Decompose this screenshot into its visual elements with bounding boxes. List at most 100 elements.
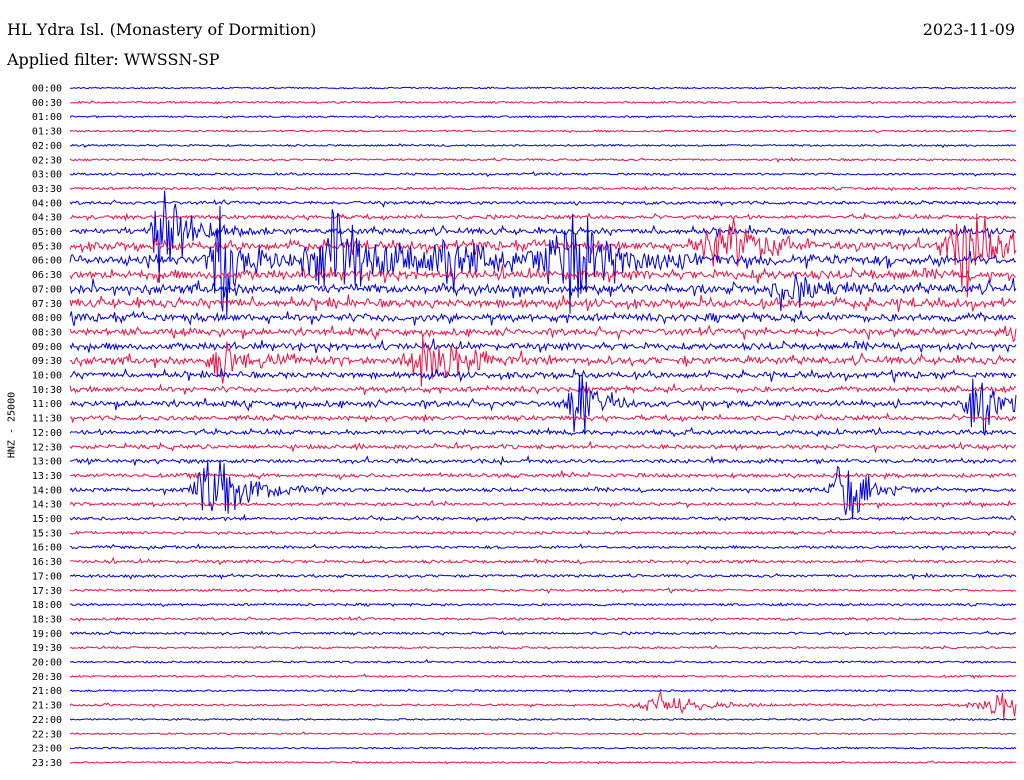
trace-line: [69, 572, 1017, 581]
trace-line: [69, 199, 1017, 208]
trace-line: [69, 529, 1017, 537]
row-tick-label: 23:00: [32, 744, 62, 755]
row-tick-label: 12:00: [32, 428, 62, 439]
row-tick-label: 21:30: [32, 701, 62, 712]
row-tick-label: 17:30: [32, 586, 62, 597]
row-tick-label: 00:00: [32, 84, 62, 95]
row-tick-label: 08:00: [32, 313, 62, 324]
trace-line: [69, 171, 1017, 177]
row-tick-label: 22:00: [32, 715, 62, 726]
row-tick-label: 22:30: [32, 729, 62, 740]
row-tick-label: 01:00: [32, 112, 62, 123]
row-tick-label: 02:00: [32, 141, 62, 152]
trace-line: [69, 114, 1017, 119]
trace-line: [69, 294, 1017, 313]
trace-line: [69, 630, 1017, 636]
station-title: HL Ydra Isl. (Monastery of Dormition): [7, 20, 317, 39]
trace-line: [69, 338, 1017, 354]
row-tick-label: 10:00: [32, 371, 62, 382]
row-tick-label: 20:00: [32, 658, 62, 669]
trace-line: [69, 469, 1017, 481]
row-tick-label: 16:00: [32, 543, 62, 554]
trace-line: [69, 746, 1017, 750]
row-tick-label: 18:00: [32, 600, 62, 611]
filter-label: Applied filter: WWSSN-SP: [7, 50, 220, 69]
row-tick-label: 18:30: [32, 614, 62, 625]
row-tick-label: 06:30: [32, 270, 62, 281]
row-tick-label: 10:30: [32, 385, 62, 396]
trace-line: [69, 658, 1017, 664]
trace-line: [69, 264, 1017, 284]
trace-line: [69, 556, 1017, 566]
row-tick-label: 04:00: [32, 198, 62, 209]
trace-line: [69, 324, 1017, 343]
trace-line: [69, 426, 1017, 438]
row-tick-label: 07:30: [32, 299, 62, 310]
trace-line: [69, 185, 1017, 192]
trace-line: [69, 615, 1017, 622]
trace-line: [70, 143, 1017, 149]
row-tick-label: 05:00: [32, 227, 62, 238]
row-tick-label: 23:30: [32, 758, 62, 769]
row-tick-label: 02:30: [32, 155, 62, 166]
row-tick-label: 13:00: [32, 457, 62, 468]
row-tick-label: 20:30: [32, 672, 62, 683]
row-tick-label: 21:00: [32, 686, 62, 697]
trace-line: [69, 717, 1017, 721]
trace-line: [69, 382, 1017, 397]
trace-line: [69, 602, 1017, 608]
row-tick-label: 13:30: [32, 471, 62, 482]
row-tick-label: 08:30: [32, 327, 62, 338]
trace-line: [69, 513, 1017, 523]
trace-line: [69, 213, 1017, 298]
trace-line: [69, 690, 1017, 720]
row-tick-label: 19:00: [32, 629, 62, 640]
trace-line: [69, 543, 1017, 551]
row-tick-label: 03:00: [32, 170, 62, 181]
trace-line: [70, 412, 1017, 424]
row-tick-label: 11:30: [32, 414, 62, 425]
row-tick-label: 11:00: [32, 399, 62, 410]
row-tick-label: 05:30: [32, 241, 62, 252]
row-tick-label: 16:30: [32, 557, 62, 568]
row-tick-label: 03:30: [32, 184, 62, 195]
date-label: 2023-11-09: [922, 20, 1015, 39]
trace-line: [69, 644, 1017, 650]
trace-line: [69, 368, 1017, 384]
trace-line: [69, 212, 1017, 222]
trace-line: [69, 156, 1017, 164]
trace-line: [69, 310, 1017, 327]
trace-line: [69, 673, 1017, 680]
trace-line: [69, 100, 1017, 105]
row-tick-label: 00:30: [32, 98, 62, 109]
row-tick-label: 17:00: [32, 571, 62, 582]
trace-line: [69, 440, 1017, 454]
trace-line: [69, 86, 1017, 90]
row-tick-label: 07:00: [32, 284, 62, 295]
trace-line: [69, 205, 1017, 318]
row-tick-label: 14:00: [32, 485, 62, 496]
trace-line: [69, 731, 1017, 736]
trace-line: [69, 454, 1017, 466]
trace-line: [69, 129, 1017, 134]
trace-line: [69, 273, 1017, 312]
row-tick-label: 14:30: [32, 500, 62, 511]
trace-line: [69, 499, 1017, 510]
row-tick-label: 01:30: [32, 127, 62, 138]
row-tick-label: 09:00: [32, 342, 62, 353]
row-tick-label: 12:30: [32, 442, 62, 453]
row-tick-label: 15:00: [32, 514, 62, 525]
trace-line: [69, 760, 1017, 765]
trace-line: [69, 587, 1017, 594]
row-tick-label: 09:30: [32, 356, 62, 367]
row-tick-label: 04:30: [32, 213, 62, 224]
row-tick-label: 19:30: [32, 643, 62, 654]
trace-line: [70, 337, 1017, 387]
trace-line: [69, 459, 1017, 520]
trace-line: [69, 190, 1017, 283]
trace-line: [69, 374, 1017, 436]
trace-line: [69, 688, 1017, 693]
row-tick-label: 06:00: [32, 256, 62, 267]
row-tick-label: 15:30: [32, 528, 62, 539]
